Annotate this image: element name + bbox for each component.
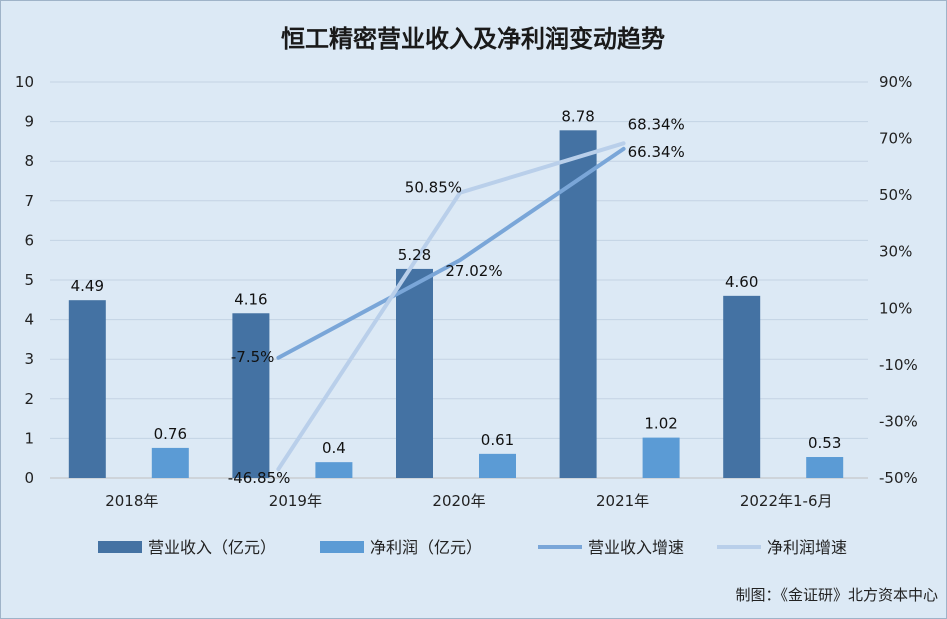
bar-label-0-2: 5.28 [398,246,431,264]
axes: 0 1 2 3 4 5 6 7 8 9 10 -50% -30% -10% 10% 30% 50% 70% 90% 2… [15,73,918,510]
chart-title: 恒工精密营业收入及净利润变动趋势 [281,25,665,53]
y-right-tick-2: -10% [879,356,918,374]
line-series-1 [276,141,626,472]
y-left-tick-10: 10 [15,73,34,91]
y-left-tick-0: 0 [24,469,34,487]
bar-0-2 [396,268,433,478]
bar-1-3 [642,437,680,478]
data-labels: 4.49 4.16 5.28 8.78 4.60 0.76 0.4 0.61 1.02 0.53 -… [71,107,842,487]
legend-swatch-1 [320,541,364,553]
line-label-0-1: -7.5% [231,348,275,366]
y-left-tick-6: 6 [24,231,34,249]
bar-label-1-1: 0.4 [322,439,346,457]
bar-label-0-0: 4.49 [71,277,104,295]
y-right-tick-0: -50% [879,469,918,487]
bar-label-0-3: 8.78 [561,107,594,125]
legend: 营业收入（亿元） 净利润（亿元） 营业收入增速 净利润增速 [98,538,847,557]
legend-label-3: 净利润增速 [767,538,847,557]
y-right-tick-1: -30% [879,412,918,430]
x-tick-3: 2021年 [596,492,649,510]
x-tick-4: 2022年1-6月 [740,492,833,510]
y-left-tick-1: 1 [24,429,34,447]
legend-label-1: 净利润（亿元） [370,538,482,557]
x-tick-2: 2020年 [432,492,485,510]
line-series-0 [276,146,626,360]
line-label-0-3: 66.34% [628,143,685,161]
y-right-tick-6: 70% [879,130,912,148]
y-left-tick-9: 9 [24,113,34,131]
y-right-tick-4: 30% [879,243,912,261]
line-label-0-2: 27.02% [445,262,502,280]
bar-label-0-4: 4.60 [725,273,758,291]
y-left-tick-8: 8 [24,152,34,170]
bar-1-0 [151,447,189,478]
y-left-tick-5: 5 [24,271,34,289]
bar-label-1-3: 1.02 [644,415,677,433]
line-label-1-3: 68.34% [628,115,685,133]
bar-label-0-1: 4.16 [234,290,267,308]
bar-0-3 [559,130,597,478]
bar-1-1 [315,462,353,478]
y-right-tick-5: 50% [879,186,912,204]
x-tick-1: 2019年 [269,492,322,510]
legend-swatch-0 [98,541,142,553]
bar-0-0 [68,300,106,478]
x-tick-0: 2018年 [105,492,158,510]
bar-label-1-0: 0.76 [154,425,187,443]
bar-0-1 [232,313,270,478]
bar-label-1-4: 0.53 [808,434,841,452]
lines [276,141,626,472]
y-right-tick-3: 10% [879,299,912,317]
bar-label-1-2: 0.61 [481,431,514,449]
gridlines [50,81,868,479]
y-left-tick-4: 4 [24,311,34,329]
line-label-1-2: 50.85% [405,179,462,197]
y-left-tick-2: 2 [24,390,34,408]
bar-1-4 [806,457,844,478]
y-right-tick-7: 90% [879,73,912,91]
bar-0-4 [723,295,761,478]
legend-label-0: 营业收入（亿元） [148,538,276,557]
line-label-1-1: -46.85% [228,469,291,487]
legend-label-2: 营业收入增速 [588,538,684,557]
bar-1-2 [479,453,516,478]
source-note: 制图：《金证研》北方资本中心 [735,586,938,604]
y-left-tick-7: 7 [24,192,34,210]
y-left-tick-3: 3 [24,350,34,368]
